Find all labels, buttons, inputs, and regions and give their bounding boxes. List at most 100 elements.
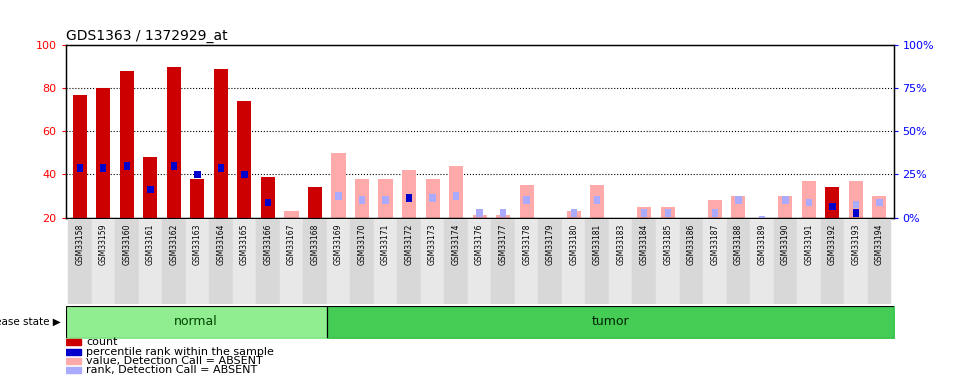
Text: GSM33186: GSM33186 — [687, 224, 696, 265]
Text: disease state ▶: disease state ▶ — [0, 316, 61, 327]
Text: GSM33194: GSM33194 — [875, 224, 884, 265]
Bar — [779, 196, 792, 217]
Text: GDS1363 / 1372929_at: GDS1363 / 1372929_at — [66, 28, 227, 43]
Bar — [594, 220, 601, 228]
Bar — [355, 179, 369, 218]
Bar — [217, 164, 224, 172]
Bar — [538, 219, 562, 304]
Bar — [284, 211, 298, 217]
Text: GSM33188: GSM33188 — [734, 224, 743, 265]
Bar — [797, 219, 821, 304]
Bar — [162, 219, 185, 304]
Text: percentile rank within the sample: percentile rank within the sample — [86, 346, 274, 357]
Text: GSM33174: GSM33174 — [451, 224, 461, 265]
Bar — [402, 170, 416, 217]
Bar — [684, 217, 698, 224]
Bar — [97, 88, 110, 218]
Bar — [76, 164, 83, 172]
Bar — [543, 217, 557, 226]
Bar — [374, 219, 397, 304]
Text: GSM33192: GSM33192 — [828, 224, 837, 265]
Text: GSM33180: GSM33180 — [569, 224, 579, 265]
Text: GSM33181: GSM33181 — [593, 224, 602, 265]
Text: GSM33163: GSM33163 — [193, 224, 202, 265]
Bar — [679, 219, 703, 304]
Bar — [876, 199, 883, 206]
Text: GSM33185: GSM33185 — [664, 224, 672, 265]
Text: GSM33165: GSM33165 — [240, 224, 249, 265]
Bar — [567, 211, 581, 217]
Bar — [147, 186, 154, 193]
Bar — [872, 196, 887, 217]
Bar — [194, 171, 201, 178]
Text: count: count — [86, 337, 118, 347]
Bar — [331, 153, 346, 218]
Bar — [524, 220, 529, 228]
Bar — [590, 185, 605, 218]
Bar — [327, 306, 894, 338]
Bar — [426, 179, 440, 218]
Bar — [280, 219, 303, 304]
Bar — [66, 339, 80, 345]
Bar — [665, 209, 671, 217]
Text: GSM33191: GSM33191 — [805, 224, 813, 265]
Bar — [406, 194, 412, 202]
Bar — [726, 219, 750, 304]
Text: GSM33179: GSM33179 — [546, 224, 554, 265]
Bar — [656, 219, 679, 304]
Bar — [661, 207, 675, 218]
Bar — [472, 215, 487, 217]
Bar — [712, 209, 718, 217]
Bar — [703, 219, 726, 304]
Bar — [66, 306, 327, 338]
Text: GSM33169: GSM33169 — [334, 224, 343, 265]
Bar — [66, 349, 80, 355]
Bar — [238, 101, 251, 217]
Bar — [735, 196, 742, 204]
Bar — [844, 219, 867, 304]
Text: tumor: tumor — [591, 315, 629, 328]
Bar — [303, 219, 327, 304]
Bar — [430, 194, 436, 202]
Bar — [782, 196, 788, 204]
Bar — [731, 196, 746, 217]
Text: GSM33190: GSM33190 — [781, 224, 790, 265]
Bar — [68, 219, 92, 304]
Bar — [500, 209, 506, 217]
Bar — [312, 199, 318, 206]
Text: normal: normal — [174, 315, 218, 328]
Bar — [265, 199, 271, 206]
Bar — [524, 196, 529, 204]
Bar — [468, 219, 492, 304]
Text: GSM33172: GSM33172 — [405, 224, 413, 265]
Bar — [641, 209, 647, 217]
Bar — [120, 71, 134, 217]
Bar — [613, 217, 628, 235]
Bar — [92, 219, 115, 304]
Bar — [190, 179, 205, 218]
Text: GSM33162: GSM33162 — [169, 224, 179, 265]
Bar — [453, 192, 459, 200]
Text: GSM33158: GSM33158 — [75, 224, 84, 265]
Text: GSM33178: GSM33178 — [523, 224, 531, 265]
Text: GSM33171: GSM33171 — [381, 224, 390, 265]
Bar — [242, 171, 247, 178]
Bar — [571, 209, 577, 217]
Text: GSM33170: GSM33170 — [357, 224, 366, 265]
Bar — [72, 94, 87, 218]
Bar — [638, 207, 651, 218]
Bar — [383, 196, 388, 204]
Bar — [171, 162, 177, 170]
Bar — [143, 157, 157, 218]
Bar — [185, 219, 210, 304]
Bar — [358, 196, 365, 204]
Bar — [449, 166, 463, 218]
Text: GSM33159: GSM33159 — [99, 224, 108, 265]
Text: GSM33173: GSM33173 — [428, 224, 437, 265]
Bar — [406, 194, 412, 202]
Text: GSM33166: GSM33166 — [264, 224, 272, 265]
Bar — [806, 199, 812, 206]
Bar — [562, 219, 585, 304]
Bar — [802, 181, 816, 218]
Bar — [327, 219, 351, 304]
